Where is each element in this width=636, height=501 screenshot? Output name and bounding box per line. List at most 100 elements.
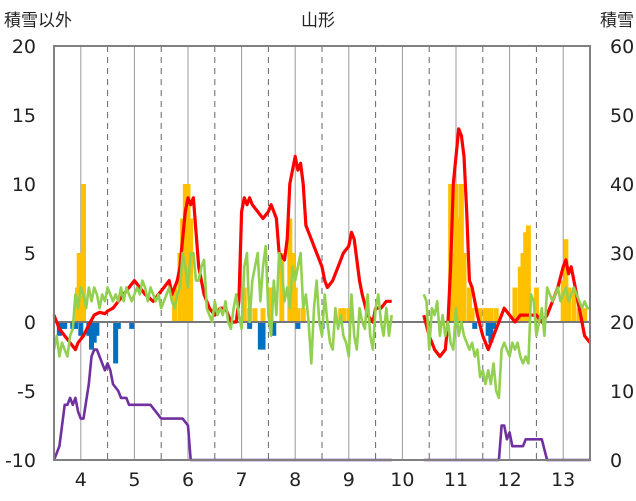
x-tick-label: 5 [128, 469, 140, 491]
bar-orange-15 [279, 253, 285, 322]
right-tick-label: 50 [610, 105, 634, 127]
bar-orange-22 [340, 308, 346, 322]
bar-orange-37 [512, 287, 518, 322]
line-series [52, 127, 592, 462]
x-tick-label: 6 [182, 469, 194, 491]
bar-orange-7 [182, 184, 188, 322]
x-tick-label: 13 [551, 469, 575, 491]
bar-blue-12 [129, 322, 135, 329]
right-axis-label: 積雪 [600, 11, 634, 31]
bar-blue-22 [488, 322, 494, 343]
bar-orange-45 [566, 287, 572, 322]
bar-orange-46 [571, 287, 577, 322]
bar-orange-2 [78, 287, 84, 322]
bar-blue-17 [271, 322, 277, 336]
left-tick-label: 10 [12, 174, 36, 196]
bar-orange-13 [260, 308, 266, 322]
x-tick-label: 7 [236, 469, 248, 491]
bar-orange-42 [533, 287, 539, 322]
bar-orange-25 [450, 253, 456, 322]
left-tick-label: 15 [12, 105, 36, 127]
x-tick-label: 12 [498, 469, 522, 491]
bar-orange-43 [560, 280, 566, 322]
right-tick-label: 30 [610, 243, 634, 265]
bar-orange-35 [488, 308, 494, 322]
bar-orange-8 [185, 184, 191, 322]
left-tick-label: -5 [17, 381, 36, 403]
bar-blue-11 [115, 322, 121, 329]
left-tick-label: -10 [5, 450, 36, 472]
line-green-2 [52, 244, 393, 365]
bar-orange-14 [268, 287, 274, 322]
bar-orange-16 [287, 218, 293, 322]
left-tick-label: 20 [12, 36, 36, 58]
bar-blue-9 [94, 322, 100, 336]
bar-blue-5 [78, 322, 84, 336]
bar-orange-26 [453, 184, 459, 322]
right-tick-label: 0 [610, 450, 622, 472]
bar-orange-12 [252, 308, 258, 322]
x-tick-label: 9 [343, 469, 355, 491]
bar-orange-28 [458, 184, 464, 322]
bar-orange-36 [493, 308, 499, 322]
bar-orange-3 [80, 184, 86, 322]
bar-orange-6 [180, 218, 186, 322]
left-tick-label: 0 [24, 312, 36, 334]
bar-orange-41 [525, 225, 531, 322]
bar-orange-39 [520, 253, 526, 322]
frame-border [53, 45, 591, 461]
bar-blue-10 [113, 322, 119, 364]
line-red-0 [52, 154, 392, 352]
grid-lines [80, 46, 564, 460]
bar-orange-10 [241, 287, 247, 322]
bar-orange-19 [295, 308, 301, 322]
bar-blue-1 [59, 322, 65, 329]
bar-blue-20 [472, 322, 478, 329]
line-red-1 [422, 127, 592, 359]
bar-blue-21 [485, 322, 491, 336]
left-tick-label: 5 [24, 243, 36, 265]
bar-blue-2 [62, 322, 68, 329]
bar-blue-6 [86, 322, 92, 336]
bar-orange-17 [290, 253, 296, 322]
bar-orange-29 [461, 253, 467, 322]
bar-blue-8 [91, 322, 97, 343]
bar-blue-23 [491, 322, 497, 329]
chart-title: 山形 [301, 11, 335, 31]
bar-blue-4 [72, 322, 78, 329]
line-purple-4 [52, 348, 392, 462]
x-tick-label: 8 [289, 469, 301, 491]
bar-blue-18 [295, 322, 301, 329]
right-tick-label: 60 [610, 36, 634, 58]
right-tick-label: 10 [610, 381, 634, 403]
bar-orange-44 [563, 239, 569, 322]
bar-orange-18 [292, 287, 298, 322]
bar-orange-9 [188, 218, 194, 322]
bar-orange-31 [469, 308, 475, 322]
line-green-3 [422, 286, 590, 400]
bar-orange-33 [482, 308, 488, 322]
x-tick-label: 10 [390, 469, 414, 491]
bar-orange-48 [582, 308, 588, 322]
left-axis-label: 積雪以外 [4, 11, 72, 31]
bar-orange-30 [466, 287, 472, 322]
x-tick-label: 4 [75, 469, 87, 491]
bar-orange-20 [300, 308, 306, 322]
bar-orange-38 [517, 266, 523, 322]
plot-frame [53, 45, 591, 461]
bar-blue-7 [89, 322, 95, 350]
bar-blue-13 [247, 322, 253, 329]
bar-orange-34 [485, 308, 491, 322]
bar-blue-15 [260, 322, 266, 350]
bar-orange-27 [456, 218, 462, 322]
right-tick-label: 20 [610, 312, 634, 334]
bar-orange-32 [477, 308, 483, 322]
bar-orange-23 [346, 308, 352, 322]
line-purple-5 [423, 424, 590, 462]
x-tick-label: 11 [444, 469, 468, 491]
right-tick-label: 40 [610, 174, 634, 196]
bar-blue-14 [257, 322, 263, 350]
bar-orange-40 [523, 232, 529, 322]
